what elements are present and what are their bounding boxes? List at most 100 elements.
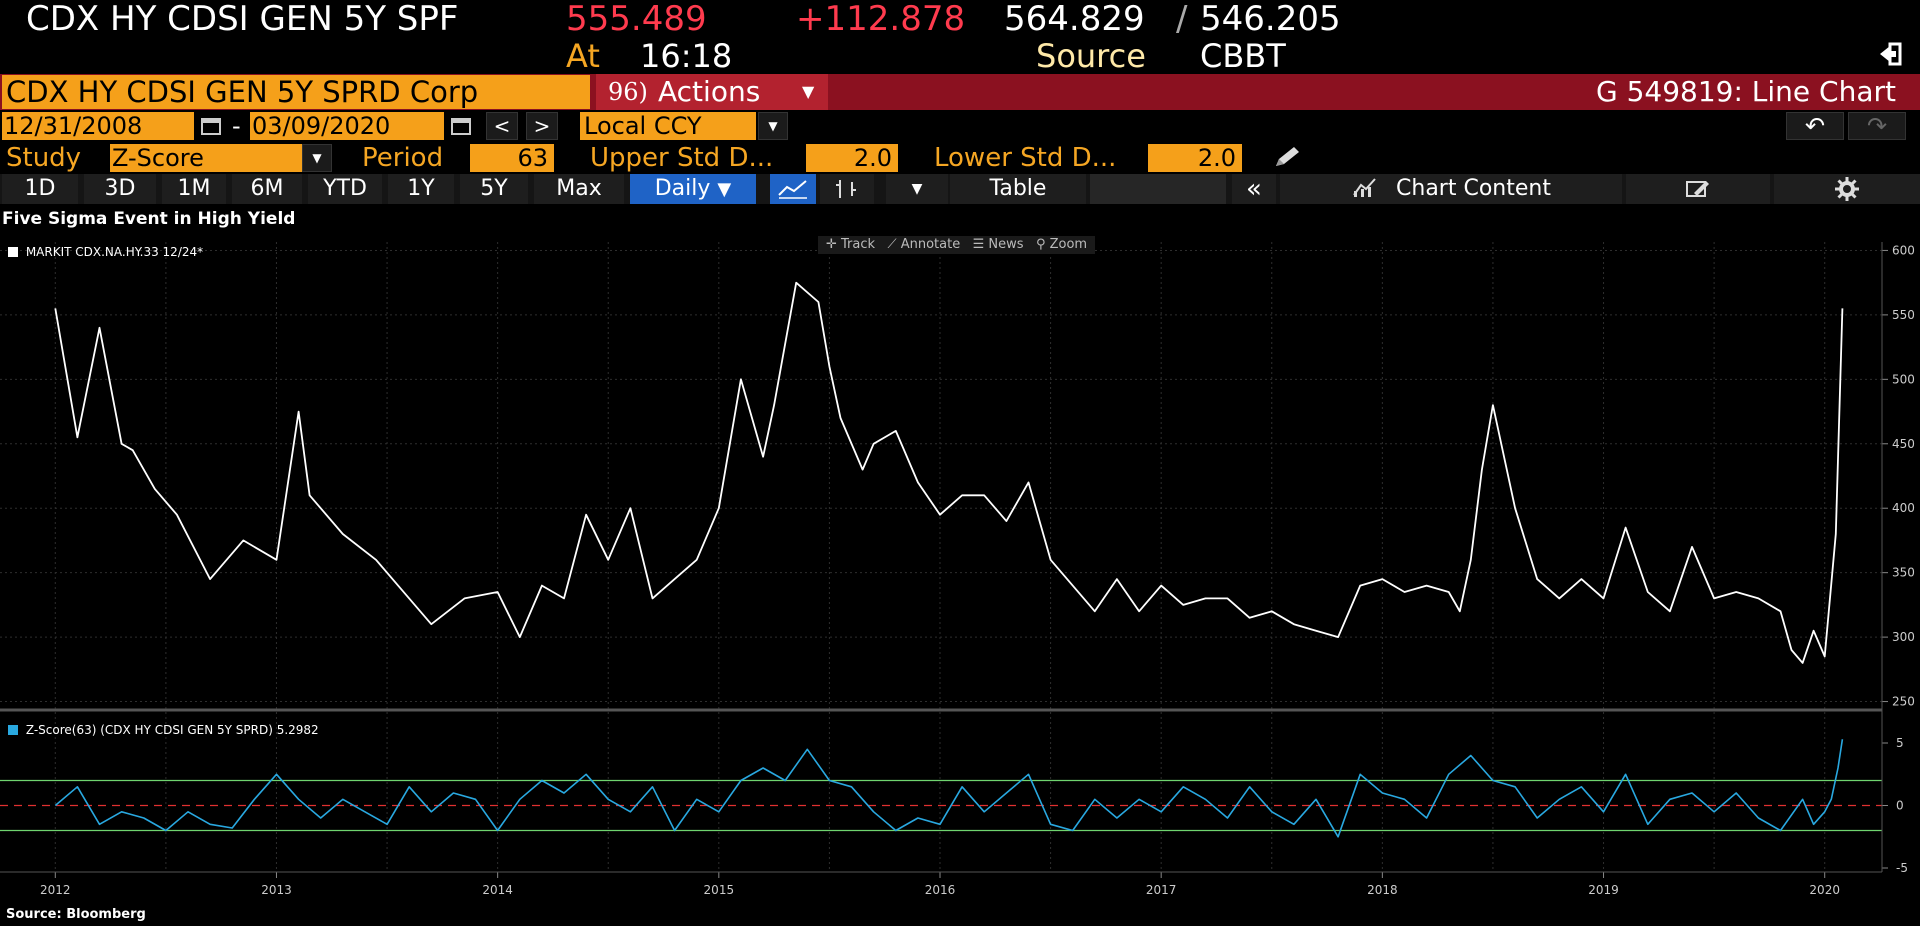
upper-std-label: Upper Std D... (590, 143, 774, 173)
zoom-tool[interactable]: ⚲ Zoom (1035, 237, 1088, 252)
price-change: +112.878 (796, 0, 966, 38)
period-label: Period (362, 143, 444, 173)
annotate-label: Annotate (900, 237, 961, 252)
y-tick-label: 400 (1892, 501, 1915, 515)
track-label: Track (841, 237, 876, 252)
x-tick-label: 2015 (704, 883, 735, 897)
zoom-label: Zoom (1049, 237, 1088, 252)
range-button-1m[interactable]: 1M (162, 174, 226, 204)
range-button-5y[interactable]: 5Y (460, 174, 528, 204)
y-tick-label: 550 (1892, 308, 1915, 322)
chevron-down-icon: ▼ (717, 179, 732, 200)
chart-tools: ✛ Track ⟋ Annotate ☰ News ⚲ Zoom (818, 236, 1096, 254)
gear-icon[interactable] (1774, 174, 1920, 204)
chevron-down-icon[interactable]: ▼ (302, 144, 332, 172)
source-value: CBBT (1200, 37, 1286, 75)
lower-legend[interactable]: Z-Score(63) (CDX HY CDSI GEN 5Y SPRD) 5.… (8, 722, 319, 738)
upper-std-field[interactable]: 2.0 (806, 144, 898, 172)
source-label: Source (1036, 37, 1146, 75)
chevron-down-icon[interactable]: ▼ (886, 174, 948, 204)
z-tick-label: 5 (1896, 736, 1904, 750)
range-button-3d[interactable]: 3D (84, 174, 156, 204)
chart-title: Five Sigma Event in High Yield (2, 209, 296, 229)
study-field[interactable]: Z-Score (110, 144, 302, 172)
lower-std-field[interactable]: 2.0 (1148, 144, 1242, 172)
upper-legend-label: MARKIT CDX.NA.HY.33 12/24* (25, 245, 204, 259)
edit-chart-icon[interactable] (1626, 174, 1770, 204)
y-tick-label: 250 (1892, 695, 1915, 709)
x-tick-label: 2017 (1146, 883, 1177, 897)
pencil-icon[interactable] (1270, 144, 1304, 172)
x-tick-label: 2018 (1367, 883, 1398, 897)
z-tick-label: -5 (1896, 861, 1908, 875)
x-tick-label: 2016 (925, 883, 956, 897)
x-tick-label: 2013 (261, 883, 292, 897)
y-tick-label: 350 (1892, 566, 1915, 580)
day-high: 564.829 (1004, 0, 1145, 39)
quote-time: 16:18 (640, 37, 733, 75)
security-field[interactable]: CDX HY CDSI GEN 5Y SPRD Corp (2, 75, 590, 109)
undo-icon[interactable]: ↶ (1786, 112, 1844, 140)
toolbar-blank (1090, 174, 1226, 204)
lower-legend-label: Z-Score(63) (CDX HY CDSI GEN 5Y SPRD) 5.… (25, 723, 319, 737)
spread-series-line[interactable] (54, 281, 1844, 664)
at-label: At (566, 37, 600, 75)
redo-icon[interactable]: ↷ (1848, 112, 1906, 140)
y-tick-label: 300 (1892, 630, 1915, 644)
calendar-icon[interactable] (448, 112, 474, 140)
chevron-down-icon[interactable]: ▼ (758, 112, 788, 140)
start-date-field[interactable]: 12/31/2008 (2, 112, 194, 140)
bar-chart-icon[interactable] (820, 174, 874, 204)
price-separator: / (1176, 0, 1188, 39)
track-tool[interactable]: ✛ Track (826, 237, 876, 252)
prev-period-button[interactable]: < (486, 112, 518, 140)
ticker: CDX HY CDSI GEN 5Y SPF (26, 0, 459, 38)
range-button-6m[interactable]: 6M (232, 174, 302, 204)
end-date-field[interactable]: 03/09/2020 (250, 112, 444, 140)
last-price: 555.489 (566, 0, 707, 38)
chart-content-button[interactable]: Chart Content (1280, 174, 1622, 204)
y-tick-label: 450 (1892, 437, 1915, 451)
upper-legend[interactable]: MARKIT CDX.NA.HY.33 12/24* (8, 244, 203, 260)
currency-field[interactable]: Local CCY (580, 112, 756, 140)
range-button-max[interactable]: Max (534, 174, 624, 204)
frequency-label: Daily (654, 176, 711, 201)
frequency-dropdown[interactable]: Daily ▼ (630, 174, 756, 204)
chevron-down-icon: ▼ (802, 82, 815, 101)
range-button-1d[interactable]: 1D (2, 174, 78, 204)
actions-menu[interactable]: 96) Actions ▼ (596, 74, 828, 110)
y-tick-label: 600 (1892, 243, 1915, 257)
news-label: News (988, 237, 1024, 252)
collapse-icon[interactable]: « (1232, 174, 1276, 204)
range-button-ytd[interactable]: YTD (308, 174, 382, 204)
x-tick-label: 2020 (1809, 883, 1840, 897)
y-tick-label: 500 (1892, 372, 1915, 386)
lower-std-label: Lower Std D... (934, 143, 1117, 173)
chart-content-icon (1353, 178, 1376, 197)
annotate-tool[interactable]: ⟋ Annotate (887, 237, 961, 252)
calendar-icon[interactable] (198, 112, 224, 140)
line-chart-icon[interactable] (770, 174, 816, 204)
table-button[interactable]: Table (950, 174, 1086, 204)
study-label: Study (6, 143, 82, 173)
x-tick-label: 2014 (482, 883, 513, 897)
period-field[interactable]: 63 (470, 144, 554, 172)
export-icon[interactable] (1876, 40, 1904, 68)
chart-id: G 549819: Line Chart (1595, 75, 1896, 108)
news-tool[interactable]: ☰ News (972, 237, 1024, 252)
chart-svg[interactable]: 250 300 350 400 450 500 550 600 -5 0 5 2012 2013 20… (0, 232, 1920, 906)
z-tick-label: 0 (1896, 799, 1904, 813)
legend-swatch (8, 247, 18, 257)
legend-swatch (8, 725, 18, 735)
range-button-1y[interactable]: 1Y (388, 174, 454, 204)
x-tick-label: 2012 (40, 883, 71, 897)
x-tick-label: 2019 (1588, 883, 1619, 897)
source-note: Source: Bloomberg (6, 907, 146, 922)
day-low: 546.205 (1200, 0, 1341, 39)
zscore-series-line[interactable] (54, 739, 1844, 838)
chart-content-label: Chart Content (1396, 176, 1551, 201)
actions-label: Actions (658, 75, 761, 108)
next-period-button[interactable]: > (526, 112, 558, 140)
date-separator: - (232, 112, 241, 140)
actions-number: 96) (608, 78, 648, 106)
